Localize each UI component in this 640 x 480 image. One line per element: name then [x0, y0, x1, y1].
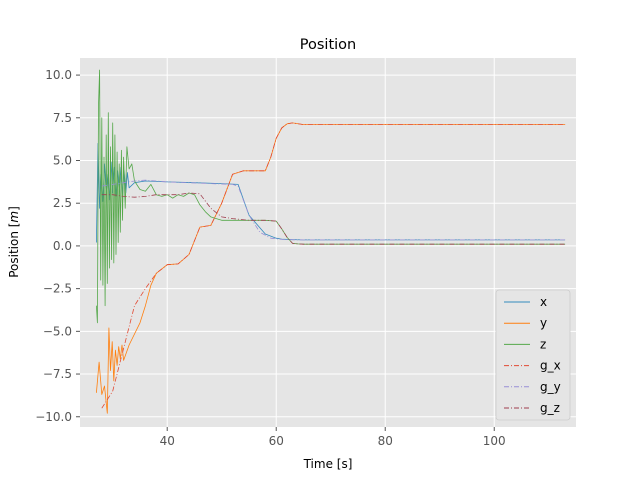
- y-tick-label: 7.5: [53, 111, 72, 125]
- legend-label-x: x: [540, 295, 547, 309]
- y-tick-label: −5.0: [43, 324, 72, 338]
- y-axis-label: Position [m]: [7, 206, 21, 278]
- legend-label-z: z: [540, 337, 546, 351]
- series-lines: [96, 69, 566, 414]
- legend-label-g-y: g_y: [540, 380, 561, 394]
- chart-title: Position: [300, 37, 356, 53]
- y-tick-label: −10.0: [35, 410, 72, 424]
- x-tick-label: 80: [378, 434, 393, 448]
- legend: xyz g_x g_y g_z: [495, 289, 571, 421]
- y-tick-label: 2.5: [53, 196, 72, 210]
- y-tick-label: −7.5: [43, 367, 72, 381]
- y-tick-label: −2.5: [43, 282, 72, 296]
- x-axis-label: Time [s]: [303, 457, 353, 471]
- y-axis-ticks: −10.0 −7.5 −5.0 −2.5 0.0 2.5 5.0 7.5 10.0: [35, 68, 80, 424]
- legend-label-g-x: g_x: [540, 359, 561, 373]
- legend-label-g-z: g_z: [540, 401, 560, 415]
- series-line-g-x: [101, 122, 566, 409]
- plot-area: [80, 58, 576, 427]
- grid-lines: [80, 58, 576, 427]
- series-line-g-y: [101, 179, 566, 241]
- y-tick-label: 0.0: [53, 239, 72, 253]
- x-axis-ticks: 40 60 80 100: [160, 427, 506, 448]
- y-tick-label: 10.0: [45, 68, 72, 82]
- x-tick-label: 60: [269, 434, 284, 448]
- x-tick-label: 40: [160, 434, 175, 448]
- legend-box: [495, 289, 571, 421]
- y-tick-label: 5.0: [53, 154, 72, 168]
- series-line-g-z: [101, 192, 566, 245]
- legend-label-y: y: [540, 316, 547, 330]
- x-tick-label: 100: [483, 434, 506, 448]
